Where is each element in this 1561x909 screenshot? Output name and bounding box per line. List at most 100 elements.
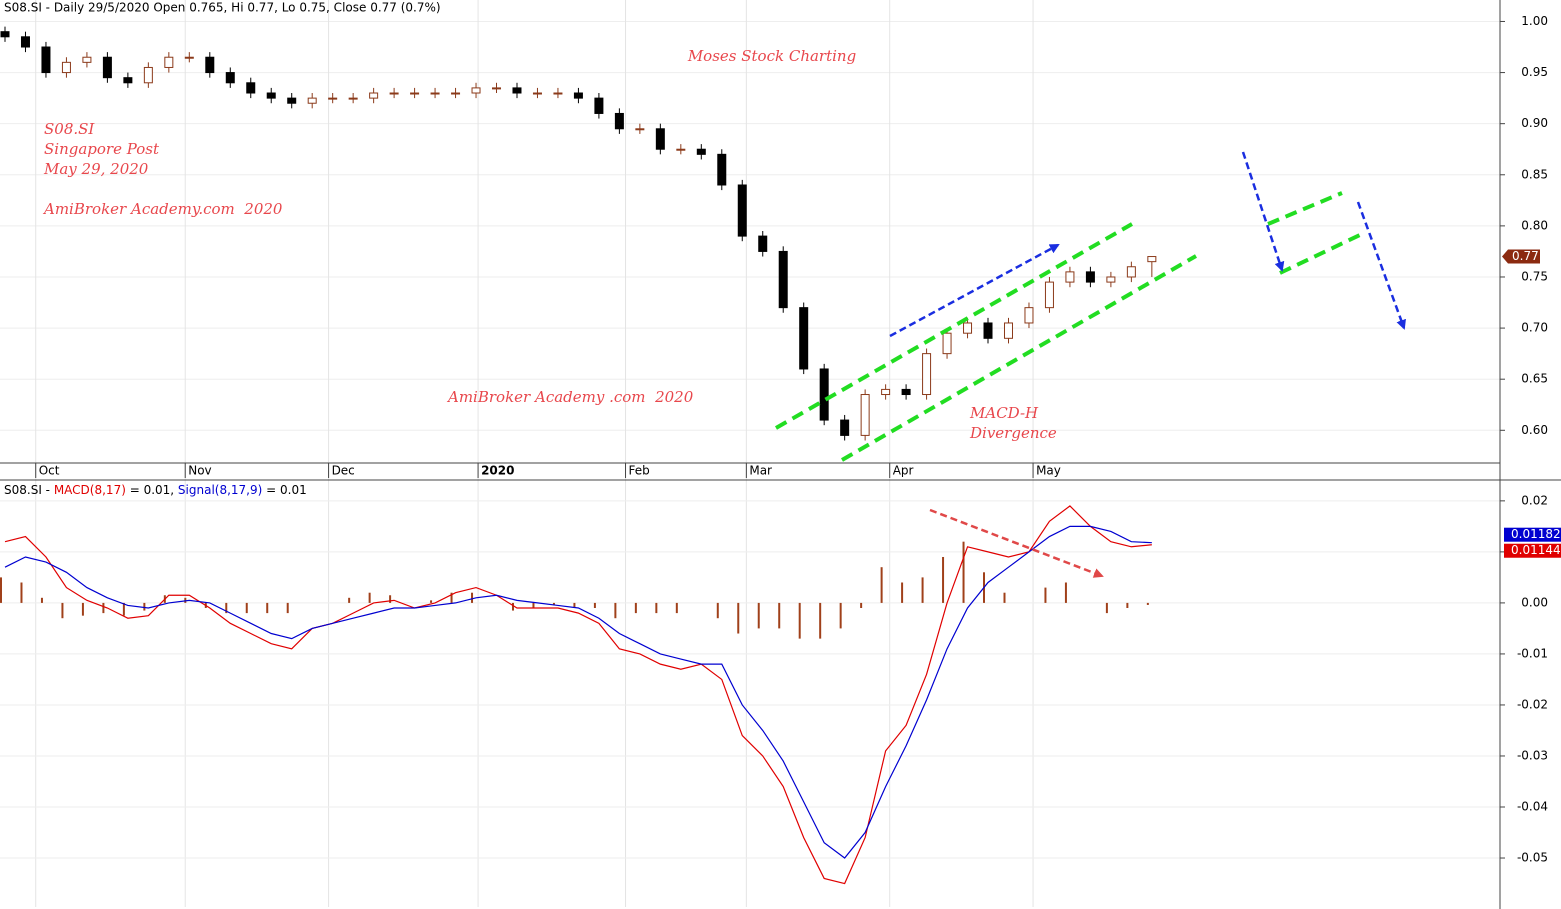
macd-title: S08.SI - MACD(8,17) = 0.01, Signal(8,17,… [4,483,307,497]
annotation: S08.SI [44,120,95,138]
price-badge [1502,249,1540,264]
y-tick-label: 0.60 [1521,423,1548,437]
series-line [4,505,1152,885]
x-tick-label: Apr [893,464,914,478]
annotation: Moses Stock Charting [687,47,856,65]
candle-body [205,56,215,74]
grid-layer [0,0,1500,907]
candle-body [901,388,911,396]
candle-body [1085,271,1095,283]
y-tick-label: 0.65 [1521,372,1548,386]
candle-body [20,36,30,48]
x-tick-label: Nov [188,464,211,478]
ticker: S08.SI - [4,483,54,497]
y-tick-label: -0.02 [1517,697,1548,711]
candle-body [696,148,706,155]
legend-entry: MACD(8,17) [54,483,126,497]
candle-body [492,87,502,90]
candle-body [389,92,399,95]
candle-body [307,97,317,104]
candle-body [287,97,297,104]
candle-body [82,56,92,63]
candle-body [1024,307,1034,324]
candle-body [451,92,461,95]
candle-body [922,353,932,396]
candle-body [430,92,440,95]
candle-body [799,307,809,370]
annotation: AmiBroker Academy .com 2020 [446,388,694,406]
candle-body [737,184,747,237]
candle-body [512,87,522,94]
y-tick-label: 0.02 [1521,493,1548,507]
y-tick-label: 1.00 [1521,14,1548,28]
marks-layer [0,26,1157,885]
x-tick-label: Oct [39,464,60,478]
trend-line [775,222,1133,430]
value-badge [1504,527,1561,542]
arrow [889,243,1060,338]
candle-body [758,235,768,252]
candle-body [963,322,973,334]
candle-body [819,368,829,421]
value-badge [1504,543,1561,558]
annotation: Divergence [969,424,1057,442]
y-tick-label: 0.75 [1521,269,1548,283]
candle-body [840,419,850,436]
value-badge-label: 0.011828 [1511,527,1561,541]
candle-body [102,56,112,79]
arrow [1241,151,1285,272]
candle-body [246,82,256,94]
y-tick-label: -0.03 [1517,748,1548,762]
candle-body [164,56,174,68]
y-tick-label: -0.05 [1517,851,1548,865]
candle-body [778,250,788,309]
candle-body [410,92,420,95]
candle-body [860,394,870,436]
candle-body [143,66,153,84]
y-tick-label: 0.70 [1521,321,1548,335]
y-tick-label: 0.85 [1521,167,1548,181]
annotation: MACD-H [969,404,1039,422]
arrow [1356,201,1406,330]
candle-body [942,332,952,355]
candle-body [369,92,379,99]
x-tick-label: Mar [749,464,772,478]
candle-body [328,97,338,100]
annotation: May 29, 2020 [43,160,149,178]
x-tick-label: Dec [332,464,355,478]
candle-body [123,77,133,84]
candle-body [655,128,665,150]
candle-body [635,128,645,131]
readout: = 0.01 [262,483,306,497]
trend-line [841,254,1197,462]
x-tick-label: May [1036,464,1061,478]
y-tick-label: 0.95 [1521,65,1548,79]
y-tick-label: -0.01 [1517,646,1548,660]
x-tick-label: Feb [629,464,650,478]
candle-body [532,92,542,95]
arrow [929,508,1104,578]
y-tick-label: 0.80 [1521,218,1548,232]
header: S08.SI - Daily 29/5/2020 Open 0.765, Hi … [4,1,441,15]
candle-body [676,148,686,151]
candle-body [348,97,358,100]
y-tick-label: -0.04 [1517,799,1548,813]
candle-body [1147,256,1157,263]
candle-body [1126,266,1136,278]
candle-body [881,388,891,396]
candle-body [1003,322,1013,339]
trend-line [1279,232,1363,275]
x-tick-label: 2020 [481,464,514,478]
y-tick-label: 0.90 [1521,116,1548,130]
candle-body [225,72,235,84]
annotation: AmiBroker Academy.com 2020 [42,200,283,218]
series-line [4,525,1152,859]
annotation: Singapore Post [44,140,160,158]
candle-body [594,97,604,114]
candle-body [471,87,481,94]
candle-body [983,322,993,339]
candle-body [1106,276,1116,283]
price-badge-label: 0.77 [1512,249,1539,263]
candle-body [184,56,194,59]
